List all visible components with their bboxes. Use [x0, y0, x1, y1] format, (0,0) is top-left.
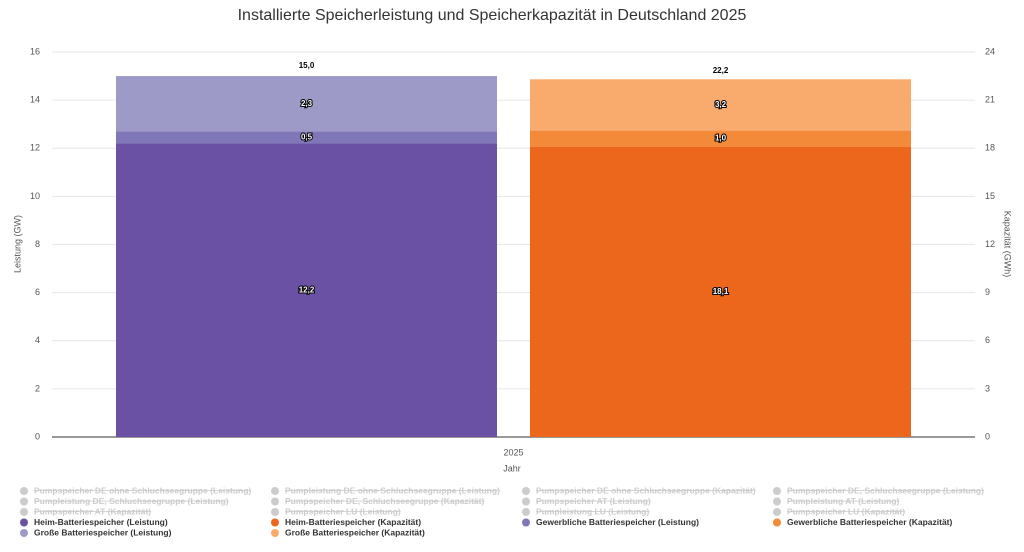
legend-marker[interactable]: [522, 518, 530, 527]
legend-item[interactable]: Pumpspeicher DE ohne Schluchseegruppe (K…: [536, 485, 756, 495]
bar: [530, 146, 911, 438]
legend-marker[interactable]: [271, 487, 279, 495]
y-tick-label: 12: [30, 143, 40, 153]
legend-marker[interactable]: [522, 508, 530, 516]
legend-item[interactable]: Pumpspeicher AT (Kapazität): [34, 506, 151, 516]
legend-item[interactable]: Gewerbliche Batteriespeicher (Leistung): [536, 517, 699, 527]
legend-marker[interactable]: [522, 497, 530, 506]
data-label: 18,1: [713, 287, 729, 296]
y2-tick-label: 9: [985, 287, 990, 297]
legend-marker[interactable]: [271, 518, 279, 527]
y-axis-title: Leistung (GW): [12, 215, 22, 273]
legend-item[interactable]: Pumpleistung LU (Leistung): [536, 506, 649, 516]
y2-tick-label: 6: [985, 335, 990, 345]
bar: [530, 79, 911, 131]
x-tick-label: 2025: [503, 447, 523, 457]
legend-marker[interactable]: [271, 529, 279, 537]
y-tick-label: 6: [35, 287, 40, 297]
legend-item[interactable]: Pumpspeicher LU (Leistung): [285, 506, 401, 516]
legend-item[interactable]: Pumpspeicher DE, Schluchseegruppe (Leist…: [787, 485, 984, 495]
legend-marker[interactable]: [271, 497, 279, 506]
bar: [116, 131, 497, 144]
data-label: 1,0: [715, 134, 727, 143]
legend-item[interactable]: Pumpleistung AT (Leistung): [787, 496, 900, 506]
y2-tick-label: 21: [985, 95, 995, 105]
y-tick-label: 0: [35, 431, 40, 441]
legend-item[interactable]: Pumpleistung DE ohne Schluchseegruppe (L…: [285, 485, 500, 495]
legend-item[interactable]: Gewerbliche Batteriespeicher (Kapazität): [787, 517, 953, 527]
bar: [530, 130, 911, 147]
legend-marker[interactable]: [20, 529, 28, 537]
x-axis-title: Jahr: [503, 463, 521, 473]
y2-tick-label: 12: [985, 239, 995, 249]
legend-marker[interactable]: [271, 508, 279, 516]
data-label: 2,3: [301, 99, 313, 108]
legend-item[interactable]: Pumpleistung DE, Schluchseegruppe (Leist…: [34, 496, 229, 506]
y2-tick-label: 18: [985, 143, 995, 153]
legend-item[interactable]: Pumpspeicher LU (Kapazität): [787, 506, 905, 516]
legend-marker[interactable]: [773, 497, 781, 506]
legend-item[interactable]: Große Batteriespeicher (Kapazität): [285, 527, 425, 537]
legend-marker[interactable]: [20, 487, 28, 495]
y-tick-label: 2: [35, 383, 40, 393]
legend-marker[interactable]: [20, 497, 28, 506]
data-label: 3,2: [715, 100, 727, 109]
legend-marker[interactable]: [773, 487, 781, 495]
data-label: 0,5: [301, 133, 313, 142]
legend-item[interactable]: Pumpspeicher DE, Schluchseegruppe (Kapaz…: [285, 496, 484, 506]
legend-item[interactable]: Pumpspeicher DE ohne Schluchseegruppe (L…: [34, 485, 251, 495]
legend-marker[interactable]: [20, 518, 28, 527]
chart-title: Installierte Speicherleistung und Speich…: [238, 7, 747, 24]
legend-marker[interactable]: [773, 518, 781, 527]
y2-axis-title: Kapazität (GWh): [1003, 211, 1013, 278]
legend-item[interactable]: Pumpspeicher AT (Leistung): [536, 496, 651, 506]
y-tick-label: 14: [30, 95, 40, 105]
stack-total: 15,0: [299, 61, 315, 70]
y2-tick-label: 0: [985, 431, 990, 441]
y-tick-label: 4: [35, 335, 40, 345]
legend-marker[interactable]: [522, 487, 530, 495]
legend-item[interactable]: Große Batteriespeicher (Leistung): [34, 527, 172, 537]
y-tick-label: 10: [30, 191, 40, 201]
y2-tick-label: 24: [985, 46, 995, 56]
data-label: 12,2: [299, 285, 315, 294]
y-tick-label: 16: [30, 46, 40, 56]
y2-tick-label: 15: [985, 191, 995, 201]
bar: [116, 76, 497, 132]
stack-total: 22,2: [713, 66, 729, 75]
y2-tick-label: 3: [985, 383, 990, 393]
bar: [116, 143, 497, 437]
legend-item[interactable]: Heim-Batteriespeicher (Leistung): [34, 517, 168, 527]
legend-marker[interactable]: [773, 508, 781, 516]
y-tick-label: 8: [35, 239, 40, 249]
legend-item[interactable]: Heim-Batteriespeicher (Kapazität): [285, 517, 421, 527]
legend-marker[interactable]: [20, 508, 28, 516]
